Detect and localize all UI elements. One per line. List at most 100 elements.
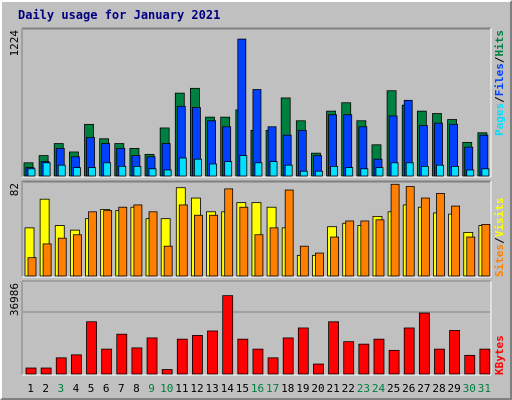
day-tick-label: 17 (266, 382, 279, 395)
pages-bar (133, 165, 142, 177)
kbytes-bar (388, 349, 400, 375)
sites-bar (284, 189, 294, 277)
day-tick-label: 20 (311, 382, 324, 395)
pages-bar (375, 167, 384, 177)
pages-bar (194, 158, 202, 177)
sites-bar (315, 252, 324, 277)
day-tick-label: 7 (118, 382, 125, 395)
kbytes-bar (207, 330, 218, 375)
kbytes-bar (25, 367, 37, 375)
legend-kbytes: KBytes (493, 335, 506, 375)
legend-sep: / (493, 96, 506, 103)
pages-bar (284, 164, 293, 177)
files-bar (343, 114, 353, 177)
sites-bar (239, 206, 249, 277)
kbytes-bar (267, 357, 279, 375)
day-tick-label: 9 (148, 382, 155, 395)
pages-bar (118, 165, 127, 177)
sites-bar (405, 186, 415, 277)
sites-bar (330, 236, 339, 277)
pages-bar (27, 168, 36, 177)
pages-bar (178, 157, 187, 177)
kbytes-bar (328, 321, 339, 375)
day-tick-label: 11 (175, 382, 188, 395)
pages-bar (148, 168, 157, 177)
day-tick-label: 24 (372, 382, 386, 395)
legend-hits: Hits (493, 30, 506, 57)
kbytes-bar (252, 348, 264, 375)
day-tick-label: 16 (251, 382, 264, 395)
y-max-label-hits: 1224 (8, 30, 21, 57)
kbytes-bar (70, 354, 82, 375)
pages-bar (239, 155, 248, 177)
kbytes-bar (358, 343, 370, 375)
sites-bar (103, 210, 113, 277)
pages-bar (330, 165, 338, 177)
day-tick-label: 4 (73, 382, 80, 395)
day-tick-label: 10 (160, 382, 173, 395)
sites-bar (254, 234, 264, 277)
day-tick-label: 5 (88, 382, 95, 395)
pages-bar (315, 170, 323, 177)
sites-bar (466, 236, 476, 277)
kbytes-bar (192, 335, 203, 375)
day-tick-label: 6 (103, 382, 110, 395)
day-tick-label: 14 (221, 382, 235, 395)
kbytes-bar (313, 363, 324, 375)
pages-bar (88, 167, 96, 177)
sites-bar (57, 237, 67, 277)
sites-bar (163, 245, 173, 277)
day-tick-label: 28 (432, 382, 445, 395)
legend-visits: Visits (493, 198, 506, 238)
pages-bar (299, 170, 308, 177)
pages-bar (72, 167, 81, 177)
sites-bar (209, 214, 218, 277)
y-max-label-visits: 82 (8, 183, 21, 196)
sites-bar (360, 220, 370, 277)
day-tick-label: 2 (42, 382, 49, 395)
sites-bar (133, 204, 143, 277)
kbytes-bar (464, 354, 476, 375)
legend-pages: Pages (493, 103, 506, 136)
day-tick-label: 3 (58, 382, 65, 395)
day-tick-label: 26 (402, 382, 415, 395)
kbytes-bar (161, 369, 173, 375)
day-tick-label: 13 (205, 382, 218, 395)
kbytes-bar (116, 333, 128, 375)
legend-sep: / (493, 56, 506, 63)
kbytes-bar (222, 295, 234, 375)
kbytes-bar (146, 337, 158, 375)
files-bar (297, 129, 307, 177)
day-tick-label: 15 (236, 382, 249, 395)
pages-bar (420, 165, 429, 177)
day-tick-label: 29 (448, 382, 461, 395)
kbytes-bar (55, 357, 67, 375)
sites-bar (194, 214, 203, 277)
day-tick-label: 30 (463, 382, 476, 395)
sites-bar (148, 211, 158, 277)
kbytes-bar (131, 347, 143, 375)
day-tick-label: 18 (281, 382, 294, 395)
sites-bar (345, 220, 355, 277)
legend-visits-sites: Sites/Visits (493, 198, 506, 278)
chart-title: Daily usage for January 2021 (18, 8, 220, 22)
y-max-label-kbytes: 36986 (8, 283, 21, 316)
sites-bar (178, 204, 188, 277)
kbytes-bar (479, 348, 491, 375)
pages-bar (57, 164, 66, 177)
kbytes-bar (282, 337, 294, 375)
pages-bar (103, 162, 112, 177)
kbytes-bar (297, 327, 309, 375)
sites-bar (390, 183, 400, 277)
kbytes-bar (418, 312, 430, 375)
kbytes-bar (434, 348, 445, 375)
kbytes-bar (343, 341, 355, 375)
pages-bar (360, 168, 369, 177)
sites-bar (436, 193, 445, 277)
pages-bar (224, 161, 233, 177)
pages-bar (209, 163, 217, 177)
sites-bar (451, 205, 461, 277)
kbytes-bar (86, 321, 97, 375)
sites-bar (118, 206, 128, 277)
